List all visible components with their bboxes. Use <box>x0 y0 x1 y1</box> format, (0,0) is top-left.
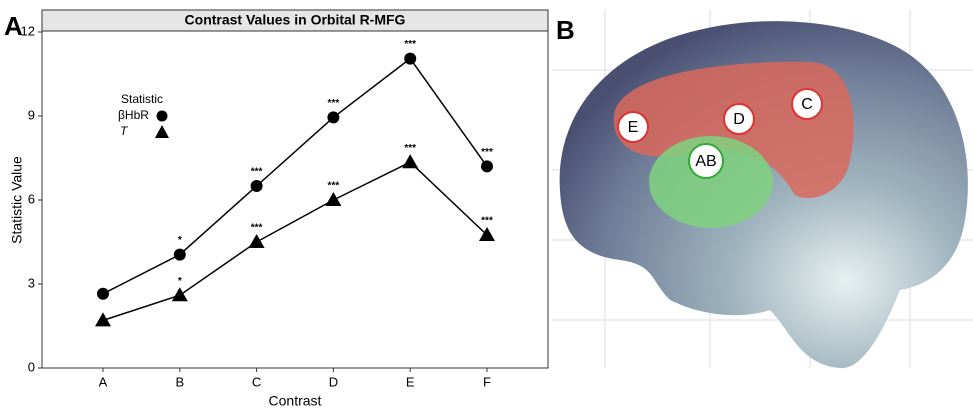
legend-label: βHbR <box>118 108 149 122</box>
significance-label: *** <box>481 216 493 227</box>
y-tick-label: 3 <box>28 275 35 290</box>
page: {"chart_data": {"type": "line", "panel_l… <box>0 0 973 415</box>
chart-title: Contrast Values in Orbital R-MFG <box>185 12 406 28</box>
x-tick-label: F <box>483 374 491 389</box>
data-point <box>481 160 493 172</box>
significance-label: *** <box>328 98 340 109</box>
x-tick-label: A <box>99 374 108 389</box>
panel-label: B <box>556 15 575 45</box>
region-label: AB <box>695 153 716 170</box>
y-tick-label: 9 <box>28 107 35 122</box>
significance-label: * <box>178 276 182 287</box>
data-point <box>174 249 186 261</box>
significance-label: *** <box>404 39 416 50</box>
x-axis-label: Contrast <box>269 393 322 409</box>
figure: Contrast Values in Orbital R-MFG A Contr… <box>0 0 973 410</box>
region-label: E <box>628 119 639 136</box>
plot-frame <box>42 10 548 368</box>
y-tick-label: 6 <box>28 191 35 206</box>
significance-label: *** <box>328 181 340 192</box>
y-tick-label: 0 <box>28 359 35 374</box>
x-tick-label: C <box>252 374 261 389</box>
significance-label: *** <box>481 147 493 158</box>
x-tick-label: E <box>406 374 415 389</box>
significance-label: * <box>178 235 182 246</box>
region-label: D <box>733 111 745 128</box>
legend-marker <box>157 111 168 122</box>
legend-title: Statistic <box>121 92 163 106</box>
data-point <box>327 111 339 123</box>
data-point <box>404 53 416 65</box>
significance-label: *** <box>251 223 263 234</box>
x-tick-label: B <box>175 374 184 389</box>
region-label: C <box>801 96 813 113</box>
significance-label: *** <box>404 143 416 154</box>
significance-label: *** <box>251 167 263 178</box>
y-axis-label: Statistic Value <box>9 156 25 244</box>
y-tick-label: 12 <box>21 23 35 38</box>
x-tick-label: D <box>329 374 338 389</box>
data-point <box>97 288 109 300</box>
brain-panel: B E D C AB <box>552 10 973 368</box>
data-point <box>251 180 263 192</box>
